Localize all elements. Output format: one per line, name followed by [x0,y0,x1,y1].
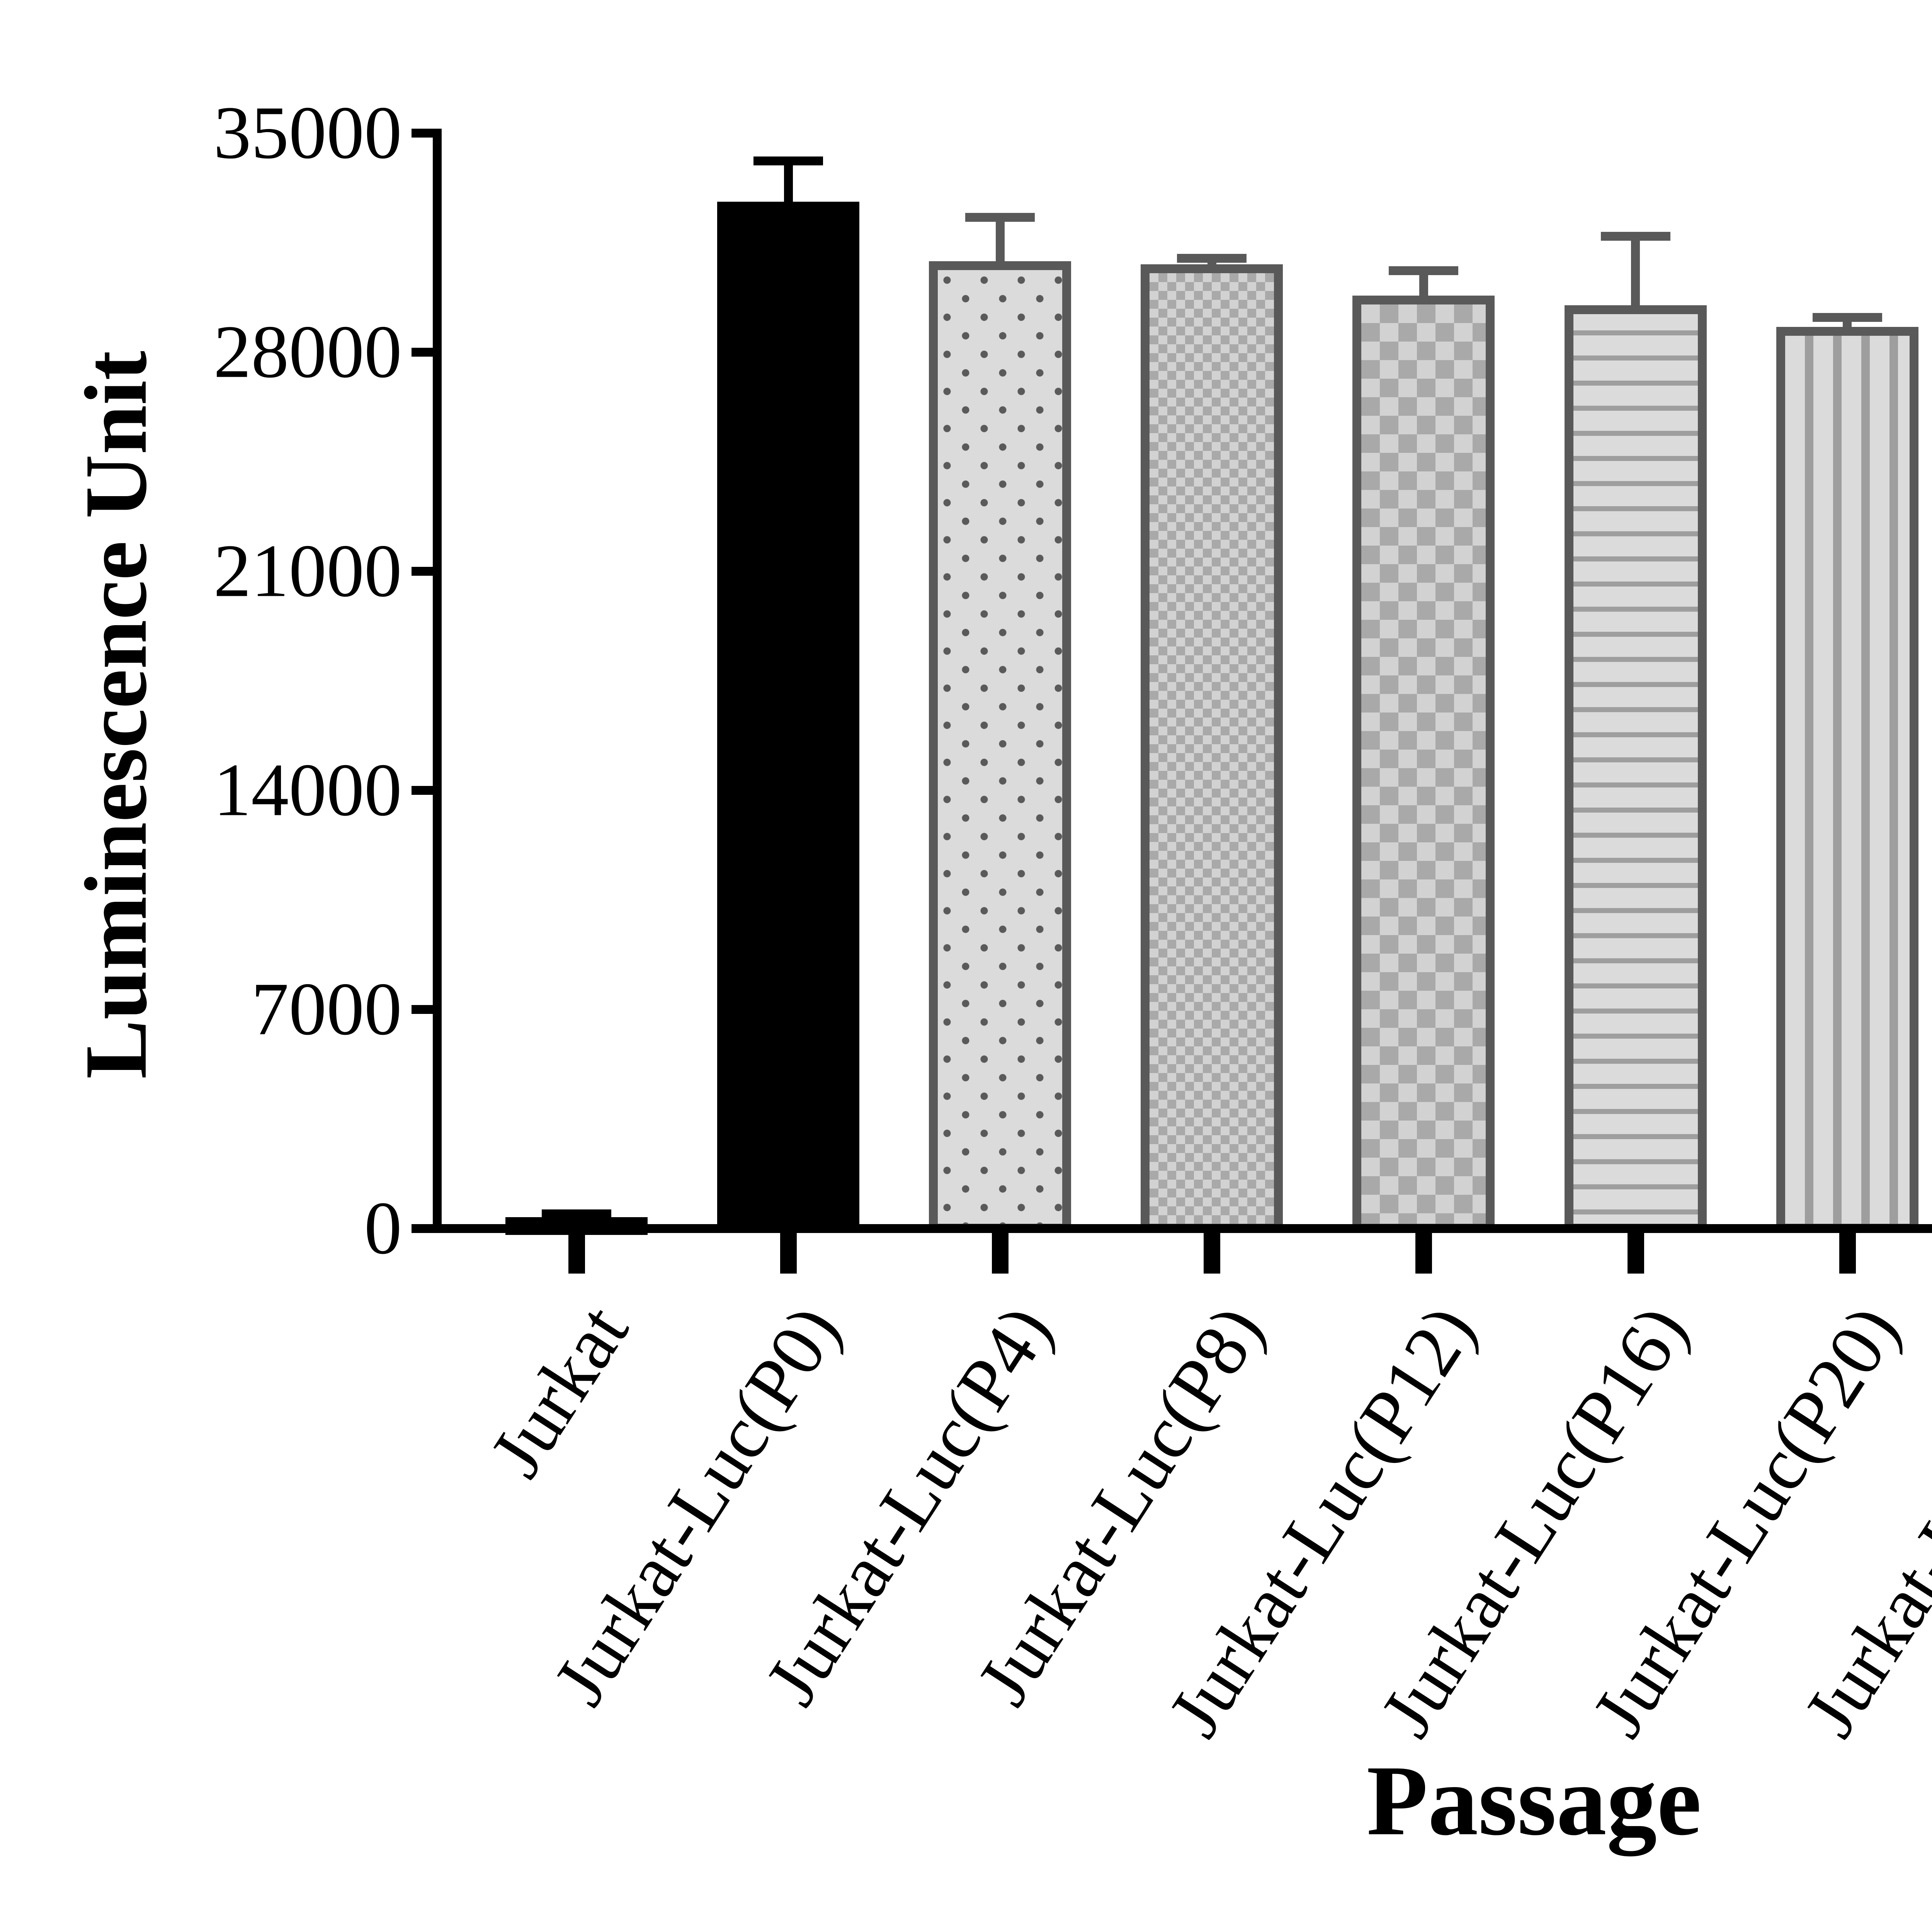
y-tick-label: 7000 [251,967,402,1051]
error-bar-cap [753,156,823,166]
y-tick [412,1005,433,1014]
error-bar-stem [1631,236,1640,309]
x-tick [780,1233,797,1274]
bar-Jurkat-Luc(P12) [1352,296,1495,1233]
x-category-label: Jurkat [474,1291,645,1491]
x-tick [1839,1233,1856,1274]
error-bar-cap [1177,253,1247,263]
y-tick [412,128,433,138]
x-tick [1204,1233,1221,1274]
error-bar-cap [542,1209,611,1219]
y-tick-label: 28000 [213,310,402,394]
x-tick [1627,1233,1644,1274]
y-tick-label: 14000 [213,748,402,832]
error-bar-stem [995,217,1005,265]
error-bar-cap [1812,313,1882,322]
y-tick [412,347,433,357]
y-tick-label: 35000 [213,91,402,175]
error-bar-cap [965,213,1035,222]
x-tick [1415,1233,1432,1274]
y-tick-label: 0 [364,1186,402,1270]
error-bar-cap [1389,266,1459,275]
y-tick [412,786,433,795]
y-axis-line [433,129,442,1233]
error-bar-stem [1419,270,1428,300]
y-tick [412,566,433,576]
x-axis-title: Passage [1366,1745,1702,1856]
bar-Jurkat-Luc(P8) [1141,264,1283,1233]
bar-Jurkat-Luc(P4) [929,261,1071,1233]
error-bar-stem [784,161,793,206]
bar-Jurkat-Luc(P16) [1564,305,1707,1233]
bar-Jurkat-Luc(P20) [1776,327,1918,1233]
y-tick-label: 21000 [213,529,402,613]
bar-Jurkat-Luc(P0) [717,202,860,1233]
x-tick [568,1233,585,1274]
y-tick [412,1224,433,1233]
y-axis-title: Luminescence Unit [66,350,165,1079]
error-bar-cap [1600,231,1670,241]
x-axis-line [412,1224,1932,1233]
x-tick [992,1233,1009,1274]
